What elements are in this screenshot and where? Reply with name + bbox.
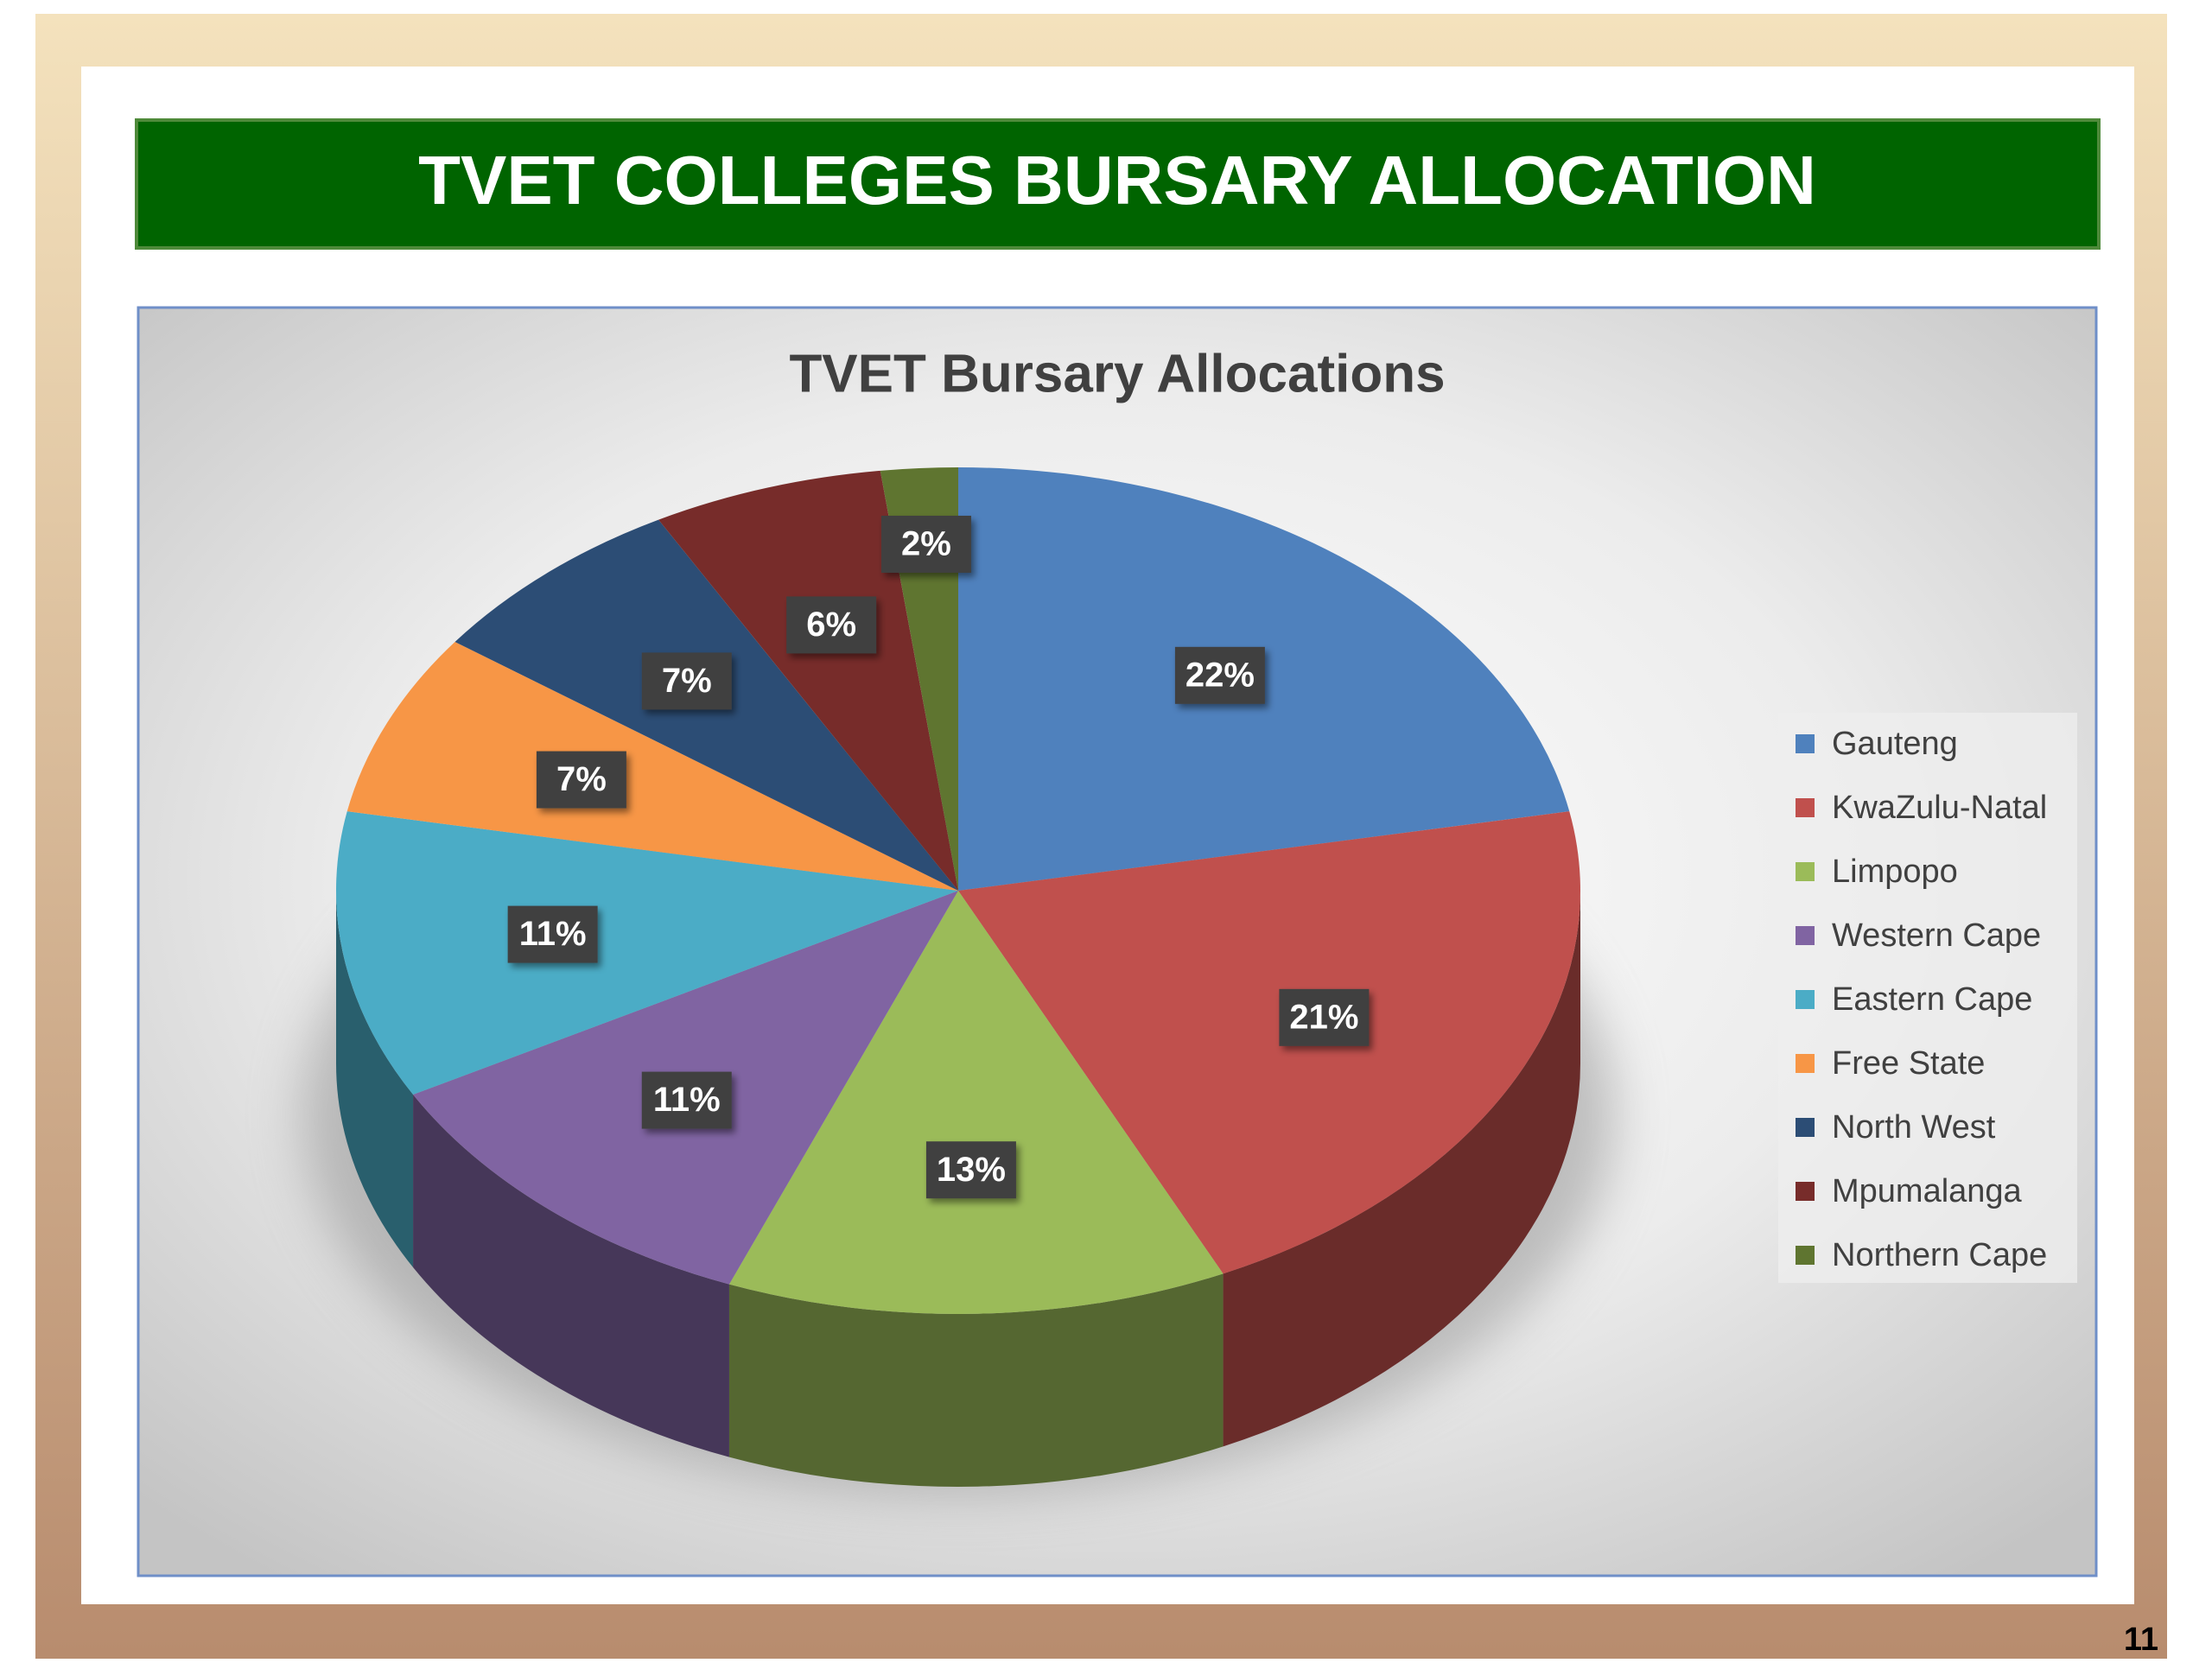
data-label-box <box>641 1071 732 1129</box>
data-label: 7% <box>662 662 712 700</box>
legend-marker <box>1796 1118 1815 1137</box>
pie-slice <box>658 470 958 891</box>
pie-slice <box>728 891 1224 1314</box>
legend-marker <box>1796 1054 1815 1073</box>
data-label-box <box>1279 988 1370 1046</box>
legend-marker <box>1796 1182 1815 1201</box>
pie-slice <box>346 641 958 891</box>
chart-title: TVET Bursary Allocations <box>789 344 1445 403</box>
legend-label: Northern Cape <box>1832 1237 2047 1273</box>
legend-label: North West <box>1832 1109 1996 1146</box>
data-label: 11% <box>653 1081 721 1119</box>
legend-label: Western Cape <box>1832 917 2041 954</box>
legend-marker <box>1796 862 1815 881</box>
data-label-box <box>786 596 877 654</box>
legend-marker <box>1796 926 1815 945</box>
slice-side <box>336 891 414 1268</box>
data-label: 21% <box>1289 998 1358 1036</box>
page-number: 11 <box>2124 1622 2158 1658</box>
legend-label: KwaZulu-Natal <box>1832 790 2047 826</box>
data-label-box <box>880 515 971 573</box>
slice-side <box>1223 891 1580 1447</box>
legend-label: Gauteng <box>1832 726 1958 762</box>
legend-label: Limpopo <box>1832 854 1958 890</box>
data-label-box <box>925 1141 1016 1199</box>
data-label-box <box>507 905 598 963</box>
legend-label: Free State <box>1832 1045 1985 1082</box>
title-bar <box>135 118 2101 250</box>
data-label: 22% <box>1185 656 1255 694</box>
legend-box <box>1778 713 2077 1283</box>
legend-label: Eastern Cape <box>1832 981 2032 1018</box>
data-label: 7% <box>556 760 607 798</box>
slice-side <box>728 1273 1224 1487</box>
pie-slice <box>958 811 1580 1274</box>
data-label: 13% <box>937 1151 1006 1189</box>
data-label: 2% <box>901 525 951 563</box>
legend-marker <box>1796 734 1815 753</box>
data-label-box <box>1174 646 1265 704</box>
legend-marker <box>1796 1246 1815 1265</box>
slide-title: TVET COLLEGES BURSARY ALLOCATION <box>418 142 1816 219</box>
data-label-box <box>641 652 732 710</box>
legend-marker <box>1796 990 1815 1009</box>
legend-marker <box>1796 798 1815 817</box>
slice-side <box>413 1095 729 1457</box>
data-label-box <box>536 751 626 809</box>
pie-slice <box>880 467 958 891</box>
data-label: 6% <box>806 606 856 644</box>
legend-label: Mpumalanga <box>1832 1173 2023 1209</box>
pie-slice <box>336 811 958 1095</box>
data-label: 11% <box>519 915 587 953</box>
